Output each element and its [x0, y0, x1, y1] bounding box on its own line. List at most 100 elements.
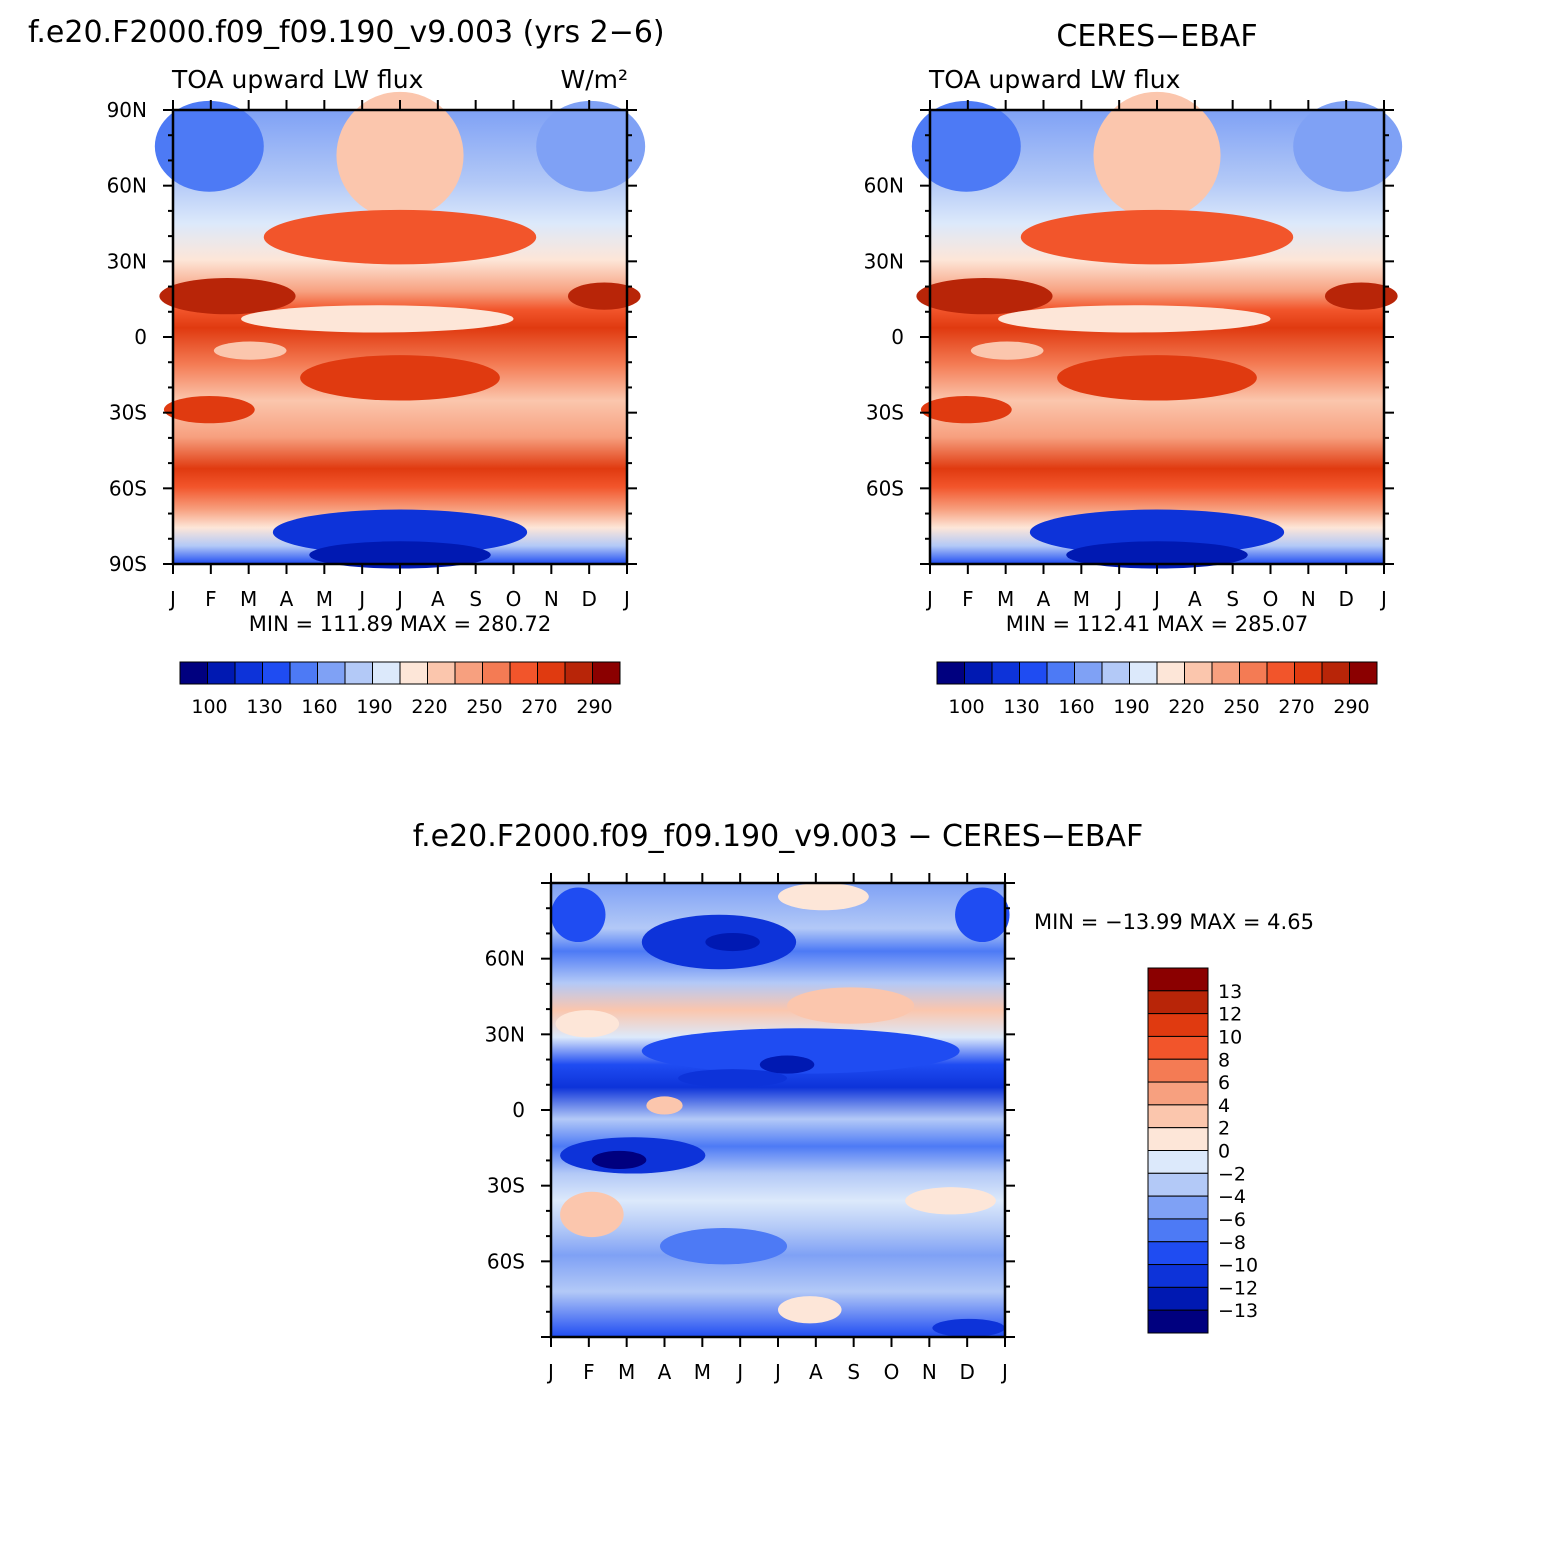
y-tick-label: 90N — [107, 98, 147, 122]
contour-region — [1029, 509, 1285, 555]
x-tick-label: J — [1000, 1360, 1008, 1384]
colorbar-swatch — [262, 661, 291, 685]
colorbar-label: 290 — [1333, 696, 1369, 718]
x-tick-label: S — [469, 587, 482, 611]
colorbar-swatch — [1147, 1035, 1209, 1060]
colorbar-label: 190 — [1113, 696, 1149, 718]
colorbar-label: −13 — [1218, 1300, 1258, 1322]
colorbar-swatch — [1147, 1264, 1209, 1288]
panel-obs-y-axis: 60N 30N 0 30S 60S — [864, 109, 1394, 565]
y-tick-label: 60N — [485, 947, 525, 971]
x-tick-label: F — [962, 587, 974, 611]
colorbar-swatch — [1147, 1241, 1209, 1266]
colorbar-label: 13 — [1218, 981, 1242, 1003]
colorbar-swatch — [234, 661, 263, 685]
colorbar-swatch — [1147, 1127, 1209, 1151]
y-tick-label: 60S — [487, 1249, 525, 1273]
contour-region — [1324, 282, 1398, 310]
colorbar-label: 190 — [356, 696, 392, 718]
colorbar-swatch — [1211, 661, 1240, 685]
contour-region — [560, 1191, 624, 1238]
colorbar-swatch — [344, 661, 373, 685]
x-tick-label: A — [1188, 587, 1202, 611]
colorbar-swatch — [454, 661, 483, 685]
x-tick-label: J — [1379, 587, 1387, 611]
contour-region — [1020, 209, 1294, 265]
contour-region — [998, 305, 1271, 333]
contour-region — [567, 282, 641, 310]
colorbar-swatch — [564, 661, 593, 685]
colorbar-label: 160 — [301, 696, 337, 718]
colorbar-swatch — [1147, 1058, 1209, 1083]
colorbar-label: 2 — [1218, 1118, 1230, 1140]
panel-obs-stats: MIN = 112.41 MAX = 285.07 — [1006, 612, 1308, 636]
x-tick-label: M — [997, 587, 1014, 611]
x-tick-label: M — [618, 1360, 635, 1384]
colorbar-swatch — [592, 661, 621, 685]
contour-region — [555, 1010, 620, 1038]
x-tick-label: N — [544, 587, 559, 611]
x-tick-label: M — [694, 1360, 711, 1384]
y-tick-label: 90S — [109, 552, 147, 576]
panel-diff-y-axis: 60N 30N 0 30S 60S — [485, 882, 1015, 1338]
contour-region — [336, 91, 464, 219]
x-tick-label: F — [583, 1360, 595, 1384]
colorbar-swatch — [1147, 1286, 1209, 1311]
colorbar-swatch — [1147, 1309, 1209, 1334]
colorbar-swatch — [537, 661, 566, 685]
colorbar-swatch — [289, 661, 318, 685]
colorbar-label: 8 — [1218, 1049, 1230, 1071]
panel-model-units: W/m² — [560, 65, 628, 94]
contour-region — [154, 100, 264, 192]
panel-diff-contours — [551, 883, 1010, 1338]
panel-obs-contours — [911, 91, 1403, 569]
colorbar-label: −2 — [1218, 1163, 1246, 1185]
colorbar-label: 220 — [411, 696, 447, 718]
colorbar-swatch — [1147, 990, 1209, 1015]
x-tick-label: A — [1037, 587, 1051, 611]
colorbar-label: 270 — [1278, 696, 1314, 718]
contour-region — [241, 305, 514, 333]
colorbar-label: −4 — [1218, 1186, 1246, 1208]
colorbar-label: 160 — [1058, 696, 1094, 718]
colorbar-swatch — [936, 661, 965, 685]
colorbar-swatch — [1129, 661, 1158, 685]
x-tick-label: A — [280, 587, 294, 611]
contour-region — [1066, 541, 1248, 569]
contour-region — [1093, 91, 1221, 219]
contour-region — [309, 541, 491, 569]
colorbar-swatch — [399, 661, 428, 685]
panel-obs-title: CERES−EBAF — [1056, 19, 1257, 54]
contour-region — [920, 396, 1012, 424]
colorbar-label: 10 — [1218, 1026, 1242, 1048]
contour-region — [911, 100, 1021, 192]
x-tick-label: A — [658, 1360, 672, 1384]
x-tick-label: J — [357, 587, 365, 611]
colorbar-swatch — [1321, 661, 1350, 685]
contour-region — [536, 100, 646, 192]
contour-region — [778, 1296, 842, 1324]
colorbar-swatch — [964, 661, 993, 685]
colorbar-label: −12 — [1218, 1277, 1258, 1299]
x-tick-label: J — [1114, 587, 1122, 611]
colorbar-swatch — [1156, 661, 1185, 685]
x-tick-label: D — [581, 587, 596, 611]
y-tick-label: 0 — [512, 1098, 525, 1122]
x-tick-label: O — [506, 587, 522, 611]
panel-model-variable-label: TOA upward LW flux — [171, 65, 423, 94]
colorbar-label: 6 — [1218, 1072, 1230, 1094]
contour-region — [932, 1318, 1005, 1338]
x-tick-label: J — [735, 1360, 743, 1384]
x-tick-label: J — [546, 1360, 554, 1384]
colorbar-swatch — [1147, 967, 1209, 992]
colorbar-swatch — [509, 661, 538, 685]
x-tick-label: M — [240, 587, 257, 611]
contour-region — [646, 1096, 683, 1115]
y-tick-label: 0 — [134, 325, 147, 349]
x-tick-label: O — [1263, 587, 1279, 611]
contour-region — [263, 209, 537, 265]
colorbar-swatch — [1101, 661, 1130, 685]
panel-model-stats: MIN = 111.89 MAX = 280.72 — [249, 612, 551, 636]
